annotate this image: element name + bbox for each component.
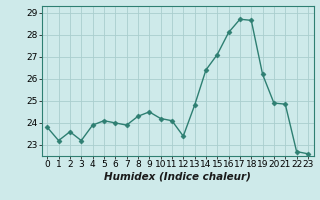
X-axis label: Humidex (Indice chaleur): Humidex (Indice chaleur) <box>104 172 251 182</box>
